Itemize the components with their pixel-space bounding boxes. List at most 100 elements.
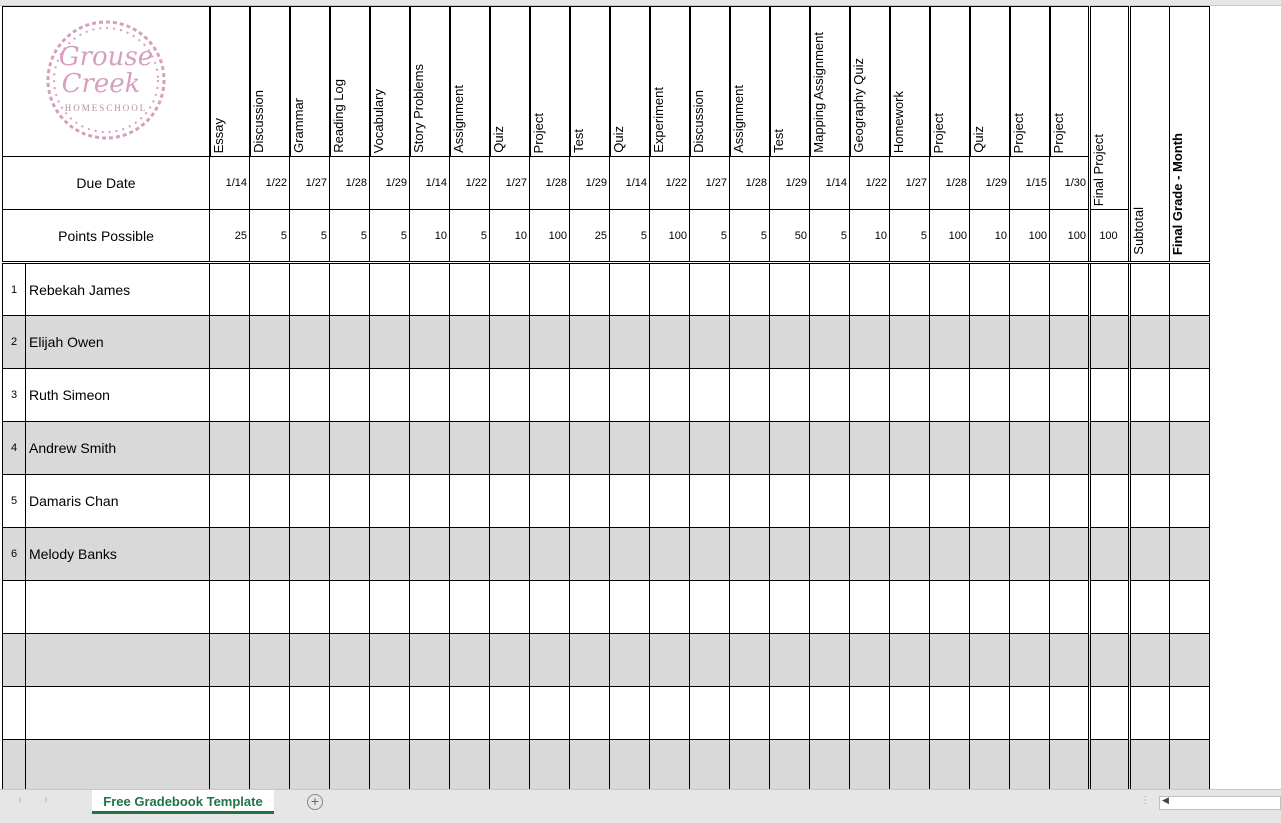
grade-cell[interactable] bbox=[249, 686, 290, 740]
points-cell[interactable]: 25 bbox=[209, 209, 250, 264]
grade-cell[interactable] bbox=[249, 262, 290, 316]
grade-cell[interactable] bbox=[969, 527, 1010, 581]
due-date-cell[interactable]: 1/29 bbox=[569, 156, 610, 210]
student-name[interactable] bbox=[25, 739, 210, 789]
grade-cell[interactable] bbox=[569, 527, 610, 581]
grade-cell[interactable] bbox=[1009, 315, 1050, 369]
grade-cell[interactable] bbox=[529, 527, 570, 581]
final-grade-cell[interactable] bbox=[1169, 315, 1210, 369]
grade-cell[interactable] bbox=[329, 633, 370, 687]
grade-cell[interactable] bbox=[289, 315, 330, 369]
due-date-cell[interactable]: 1/30 bbox=[1049, 156, 1090, 210]
final-grade-cell[interactable] bbox=[1169, 580, 1210, 634]
add-sheet-icon[interactable]: + bbox=[307, 794, 323, 810]
spreadsheet-grid[interactable]: Grouse Creek HOMESCHOOL Essay Discussion G… bbox=[2, 6, 1210, 789]
student-name[interactable]: Elijah Owen bbox=[25, 315, 210, 369]
final-grade-cell[interactable] bbox=[1169, 686, 1210, 740]
points-cell[interactable]: 5 bbox=[689, 209, 730, 264]
grade-cell[interactable] bbox=[409, 262, 450, 316]
grade-cell[interactable] bbox=[1049, 686, 1090, 740]
grade-cell[interactable] bbox=[489, 633, 530, 687]
grade-cell[interactable] bbox=[889, 527, 930, 581]
scroll-left-arrow-icon[interactable]: ◀ bbox=[1162, 795, 1169, 805]
final-project-grade-cell[interactable] bbox=[1088, 527, 1131, 581]
grade-cell[interactable] bbox=[489, 527, 530, 581]
points-cell[interactable]: 5 bbox=[809, 209, 850, 264]
grade-cell[interactable] bbox=[729, 739, 770, 789]
grade-cell[interactable] bbox=[209, 368, 250, 422]
final-grade-cell[interactable] bbox=[1169, 262, 1210, 316]
final-grade-cell[interactable] bbox=[1169, 474, 1210, 528]
assignment-header[interactable]: Geography Quiz bbox=[848, 6, 891, 157]
grade-cell[interactable] bbox=[849, 633, 890, 687]
grade-cell[interactable] bbox=[569, 739, 610, 789]
grade-cell[interactable] bbox=[849, 527, 890, 581]
assignment-header[interactable]: Test bbox=[568, 6, 611, 157]
grade-cell[interactable] bbox=[209, 421, 250, 475]
assignment-header[interactable]: Vocabulary bbox=[368, 6, 411, 157]
grade-cell[interactable] bbox=[809, 527, 850, 581]
grade-cell[interactable] bbox=[769, 474, 810, 528]
grade-cell[interactable] bbox=[609, 527, 650, 581]
due-date-cell[interactable]: 1/28 bbox=[729, 156, 770, 210]
grade-cell[interactable] bbox=[849, 739, 890, 789]
due-date-cell[interactable]: 1/29 bbox=[769, 156, 810, 210]
grade-cell[interactable] bbox=[529, 686, 570, 740]
points-cell[interactable]: 5 bbox=[329, 209, 370, 264]
grade-cell[interactable] bbox=[1009, 580, 1050, 634]
grade-cell[interactable] bbox=[249, 315, 290, 369]
grade-cell[interactable] bbox=[729, 580, 770, 634]
grade-cell[interactable] bbox=[489, 474, 530, 528]
subtotal-cell[interactable] bbox=[1129, 633, 1170, 687]
grade-cell[interactable] bbox=[249, 633, 290, 687]
grade-cell[interactable] bbox=[1009, 739, 1050, 789]
points-cell[interactable]: 5 bbox=[889, 209, 930, 264]
grade-cell[interactable] bbox=[769, 580, 810, 634]
final-project-grade-cell[interactable] bbox=[1088, 474, 1131, 528]
final-grade-cell[interactable] bbox=[1169, 633, 1210, 687]
student-name[interactable]: Rebekah James bbox=[25, 262, 210, 316]
grade-cell[interactable] bbox=[689, 739, 730, 789]
subtotal-cell[interactable] bbox=[1129, 739, 1170, 789]
grade-cell[interactable] bbox=[729, 686, 770, 740]
grade-cell[interactable] bbox=[409, 474, 450, 528]
assignment-header[interactable]: Project bbox=[928, 6, 971, 157]
grade-cell[interactable] bbox=[449, 421, 490, 475]
grade-cell[interactable] bbox=[649, 633, 690, 687]
points-cell[interactable]: 10 bbox=[489, 209, 530, 264]
grade-cell[interactable] bbox=[889, 262, 930, 316]
grade-cell[interactable] bbox=[209, 633, 250, 687]
due-date-cell[interactable]: 1/22 bbox=[449, 156, 490, 210]
grade-cell[interactable] bbox=[609, 580, 650, 634]
grade-cell[interactable] bbox=[689, 474, 730, 528]
grade-cell[interactable] bbox=[249, 474, 290, 528]
grade-cell[interactable] bbox=[929, 633, 970, 687]
grade-cell[interactable] bbox=[809, 686, 850, 740]
grade-cell[interactable] bbox=[249, 739, 290, 789]
points-cell[interactable]: 10 bbox=[409, 209, 450, 264]
grade-cell[interactable] bbox=[889, 633, 930, 687]
grade-cell[interactable] bbox=[569, 474, 610, 528]
grade-cell[interactable] bbox=[329, 527, 370, 581]
scroll-right-tabs-icon[interactable]: › bbox=[44, 794, 48, 806]
grade-cell[interactable] bbox=[369, 686, 410, 740]
grade-cell[interactable] bbox=[369, 527, 410, 581]
grade-cell[interactable] bbox=[569, 315, 610, 369]
grade-cell[interactable] bbox=[289, 527, 330, 581]
assignment-header[interactable]: Reading Log bbox=[328, 6, 371, 157]
due-date-cell[interactable]: 1/28 bbox=[929, 156, 970, 210]
grade-cell[interactable] bbox=[289, 421, 330, 475]
due-date-cell[interactable]: 1/14 bbox=[809, 156, 850, 210]
grade-cell[interactable] bbox=[969, 368, 1010, 422]
grade-cell[interactable] bbox=[809, 421, 850, 475]
grade-cell[interactable] bbox=[289, 580, 330, 634]
grade-cell[interactable] bbox=[369, 474, 410, 528]
grade-cell[interactable] bbox=[249, 421, 290, 475]
points-cell[interactable]: 5 bbox=[449, 209, 490, 264]
grade-cell[interactable] bbox=[409, 315, 450, 369]
grade-cell[interactable] bbox=[729, 421, 770, 475]
grade-cell[interactable] bbox=[889, 580, 930, 634]
grade-cell[interactable] bbox=[329, 474, 370, 528]
points-cell[interactable]: 10 bbox=[849, 209, 890, 264]
assignment-header[interactable]: Experiment bbox=[648, 6, 691, 157]
